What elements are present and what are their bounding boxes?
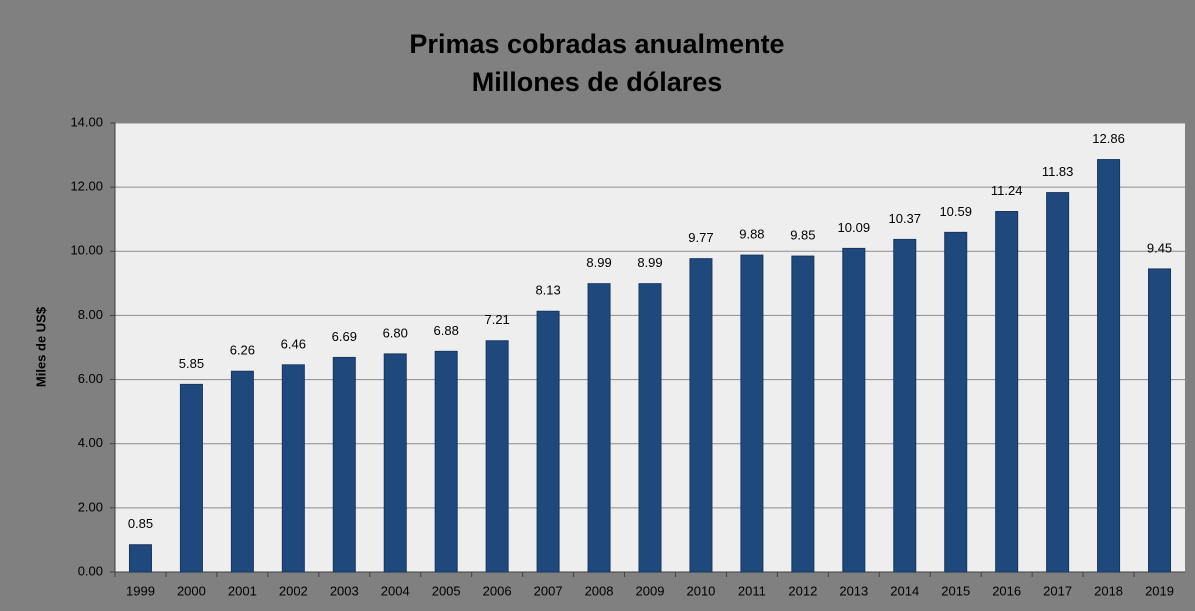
bar [1097, 159, 1121, 573]
bar [383, 353, 407, 573]
y-tick-label: 14.00 [70, 114, 103, 129]
bar [587, 283, 611, 573]
x-tick-label: 2012 [788, 583, 817, 598]
bar [332, 356, 356, 573]
x-tick-label: 2011 [738, 583, 766, 598]
data-label: 10.09 [838, 220, 871, 235]
x-tick-label: 2009 [636, 583, 665, 598]
y-tick-label: 12.00 [70, 179, 103, 194]
bar [1046, 192, 1070, 573]
bar [485, 340, 509, 573]
x-tick-label: 2019 [1145, 583, 1174, 598]
data-label: 9.45 [1147, 240, 1172, 255]
x-tick-label: 2016 [992, 583, 1021, 598]
data-label: 9.85 [790, 228, 815, 243]
bar [434, 350, 458, 573]
bar [740, 254, 764, 573]
bar [638, 283, 662, 573]
data-label: 8.13 [535, 283, 560, 298]
data-label: 6.69 [332, 329, 357, 344]
chart-subtitle: Millones de dólares [472, 67, 723, 97]
x-tick-label: 2000 [177, 583, 206, 598]
data-label: 11.24 [991, 183, 1023, 198]
y-tick-label: 10.00 [70, 243, 103, 258]
data-label: 0.85 [128, 516, 153, 531]
bar [281, 364, 305, 573]
bar [536, 310, 560, 573]
data-label: 8.99 [637, 255, 662, 270]
bar [689, 258, 713, 573]
chart-title: Primas cobradas anualmente [409, 29, 784, 59]
x-tick-label: 2015 [941, 583, 970, 598]
x-tick-label: 2014 [890, 583, 919, 598]
data-label: 8.99 [586, 255, 611, 270]
y-tick-label: 0.00 [78, 563, 103, 578]
x-tick-label: 2002 [279, 583, 308, 598]
x-tick-label: 2010 [686, 583, 715, 598]
data-label: 11.83 [1042, 164, 1074, 179]
bar [842, 247, 866, 573]
x-tick-label: 2006 [483, 583, 512, 598]
bar [230, 370, 254, 573]
x-tick-label: 2017 [1043, 583, 1072, 598]
y-tick-label: 8.00 [78, 307, 103, 322]
x-tick-label: 2008 [585, 583, 614, 598]
x-tick-label: 2018 [1094, 583, 1123, 598]
bar [1148, 268, 1172, 573]
x-tick-label: 2004 [381, 583, 410, 598]
bar [179, 383, 203, 573]
y-tick-label: 2.00 [78, 499, 103, 514]
bar [995, 211, 1019, 573]
x-tick-label: 1999 [126, 583, 155, 598]
data-label: 5.85 [179, 356, 204, 371]
x-tick-label: 2007 [534, 583, 563, 598]
bar [944, 231, 968, 573]
data-label: 9.88 [739, 227, 764, 242]
y-tick-label: 6.00 [78, 371, 103, 386]
x-tick-label: 2005 [432, 583, 461, 598]
y-tick-label: 4.00 [78, 435, 103, 450]
bar [791, 255, 815, 573]
data-label: 7.21 [484, 312, 509, 327]
data-label: 6.80 [383, 325, 408, 340]
bar [128, 544, 152, 573]
data-label: 9.77 [688, 230, 713, 245]
data-label: 12.86 [1092, 131, 1125, 146]
data-label: 6.46 [281, 336, 306, 351]
data-label: 10.59 [939, 204, 972, 219]
x-tick-label: 2003 [330, 583, 359, 598]
y-axis-label: Miles de US$ [33, 306, 48, 387]
x-tick-label: 2001 [228, 583, 257, 598]
data-label: 6.88 [434, 323, 459, 338]
data-label: 10.37 [888, 211, 921, 226]
data-label: 6.26 [230, 343, 255, 358]
bar [893, 238, 917, 573]
x-tick-label: 2013 [839, 583, 868, 598]
